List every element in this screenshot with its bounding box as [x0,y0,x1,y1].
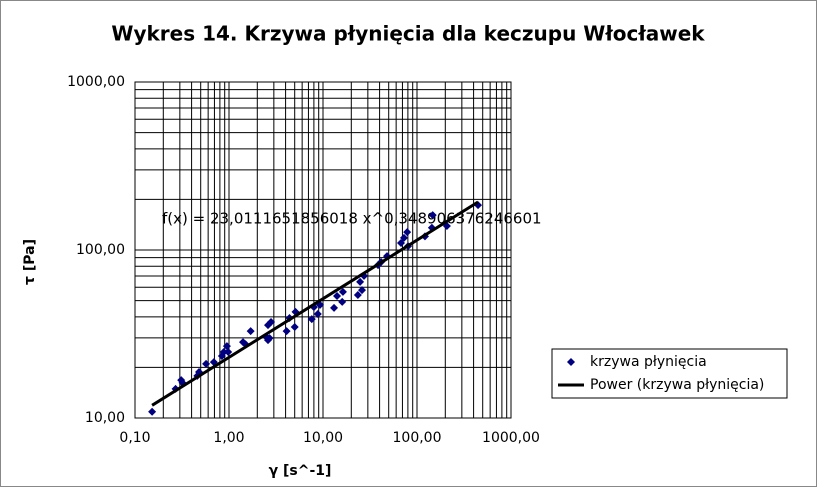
x-tick-label: 0,10 [119,430,150,446]
point [330,303,339,312]
point [313,309,322,318]
point [219,348,228,357]
point [399,233,408,242]
point [224,348,233,357]
legend-box [551,348,788,399]
legend-swatch [567,358,575,366]
point [222,342,231,351]
legend-label: Power (krzywa płynięcia) [590,377,764,393]
point [353,290,362,299]
point [282,327,291,336]
point [265,334,274,343]
point [403,228,412,237]
point [356,277,365,286]
point [333,292,342,301]
chart-title: Wykres 14. Krzywa płynięcia dla keczupu … [111,22,705,46]
fit-equation: f(x) = 23,0111651856018 x^0,348906376246… [162,210,542,228]
y-tick-label: 100,00 [76,242,125,258]
point [397,239,406,248]
point [148,407,157,416]
x-tick-label: 10,00 [303,430,343,446]
x-axis-label: γ [s^-1] [269,463,332,479]
y-tick-label: 10,00 [85,410,125,426]
x-tick-label: 1000,00 [482,430,540,446]
trend-line [151,200,479,407]
point [428,211,437,220]
point [338,297,347,306]
x-tick-label: 100,00 [393,430,442,446]
legend-label: krzywa płynięcia [590,354,707,370]
point [307,315,316,324]
y-tick-label: 1000,00 [67,74,125,90]
point [267,317,276,326]
point [246,327,255,336]
y-axis-label: τ [Pa] [22,239,38,285]
point [338,287,347,296]
plot-area [134,81,512,419]
point [358,286,367,295]
point [202,359,211,368]
x-tick-label: 1,00 [213,430,244,446]
point [290,323,299,332]
